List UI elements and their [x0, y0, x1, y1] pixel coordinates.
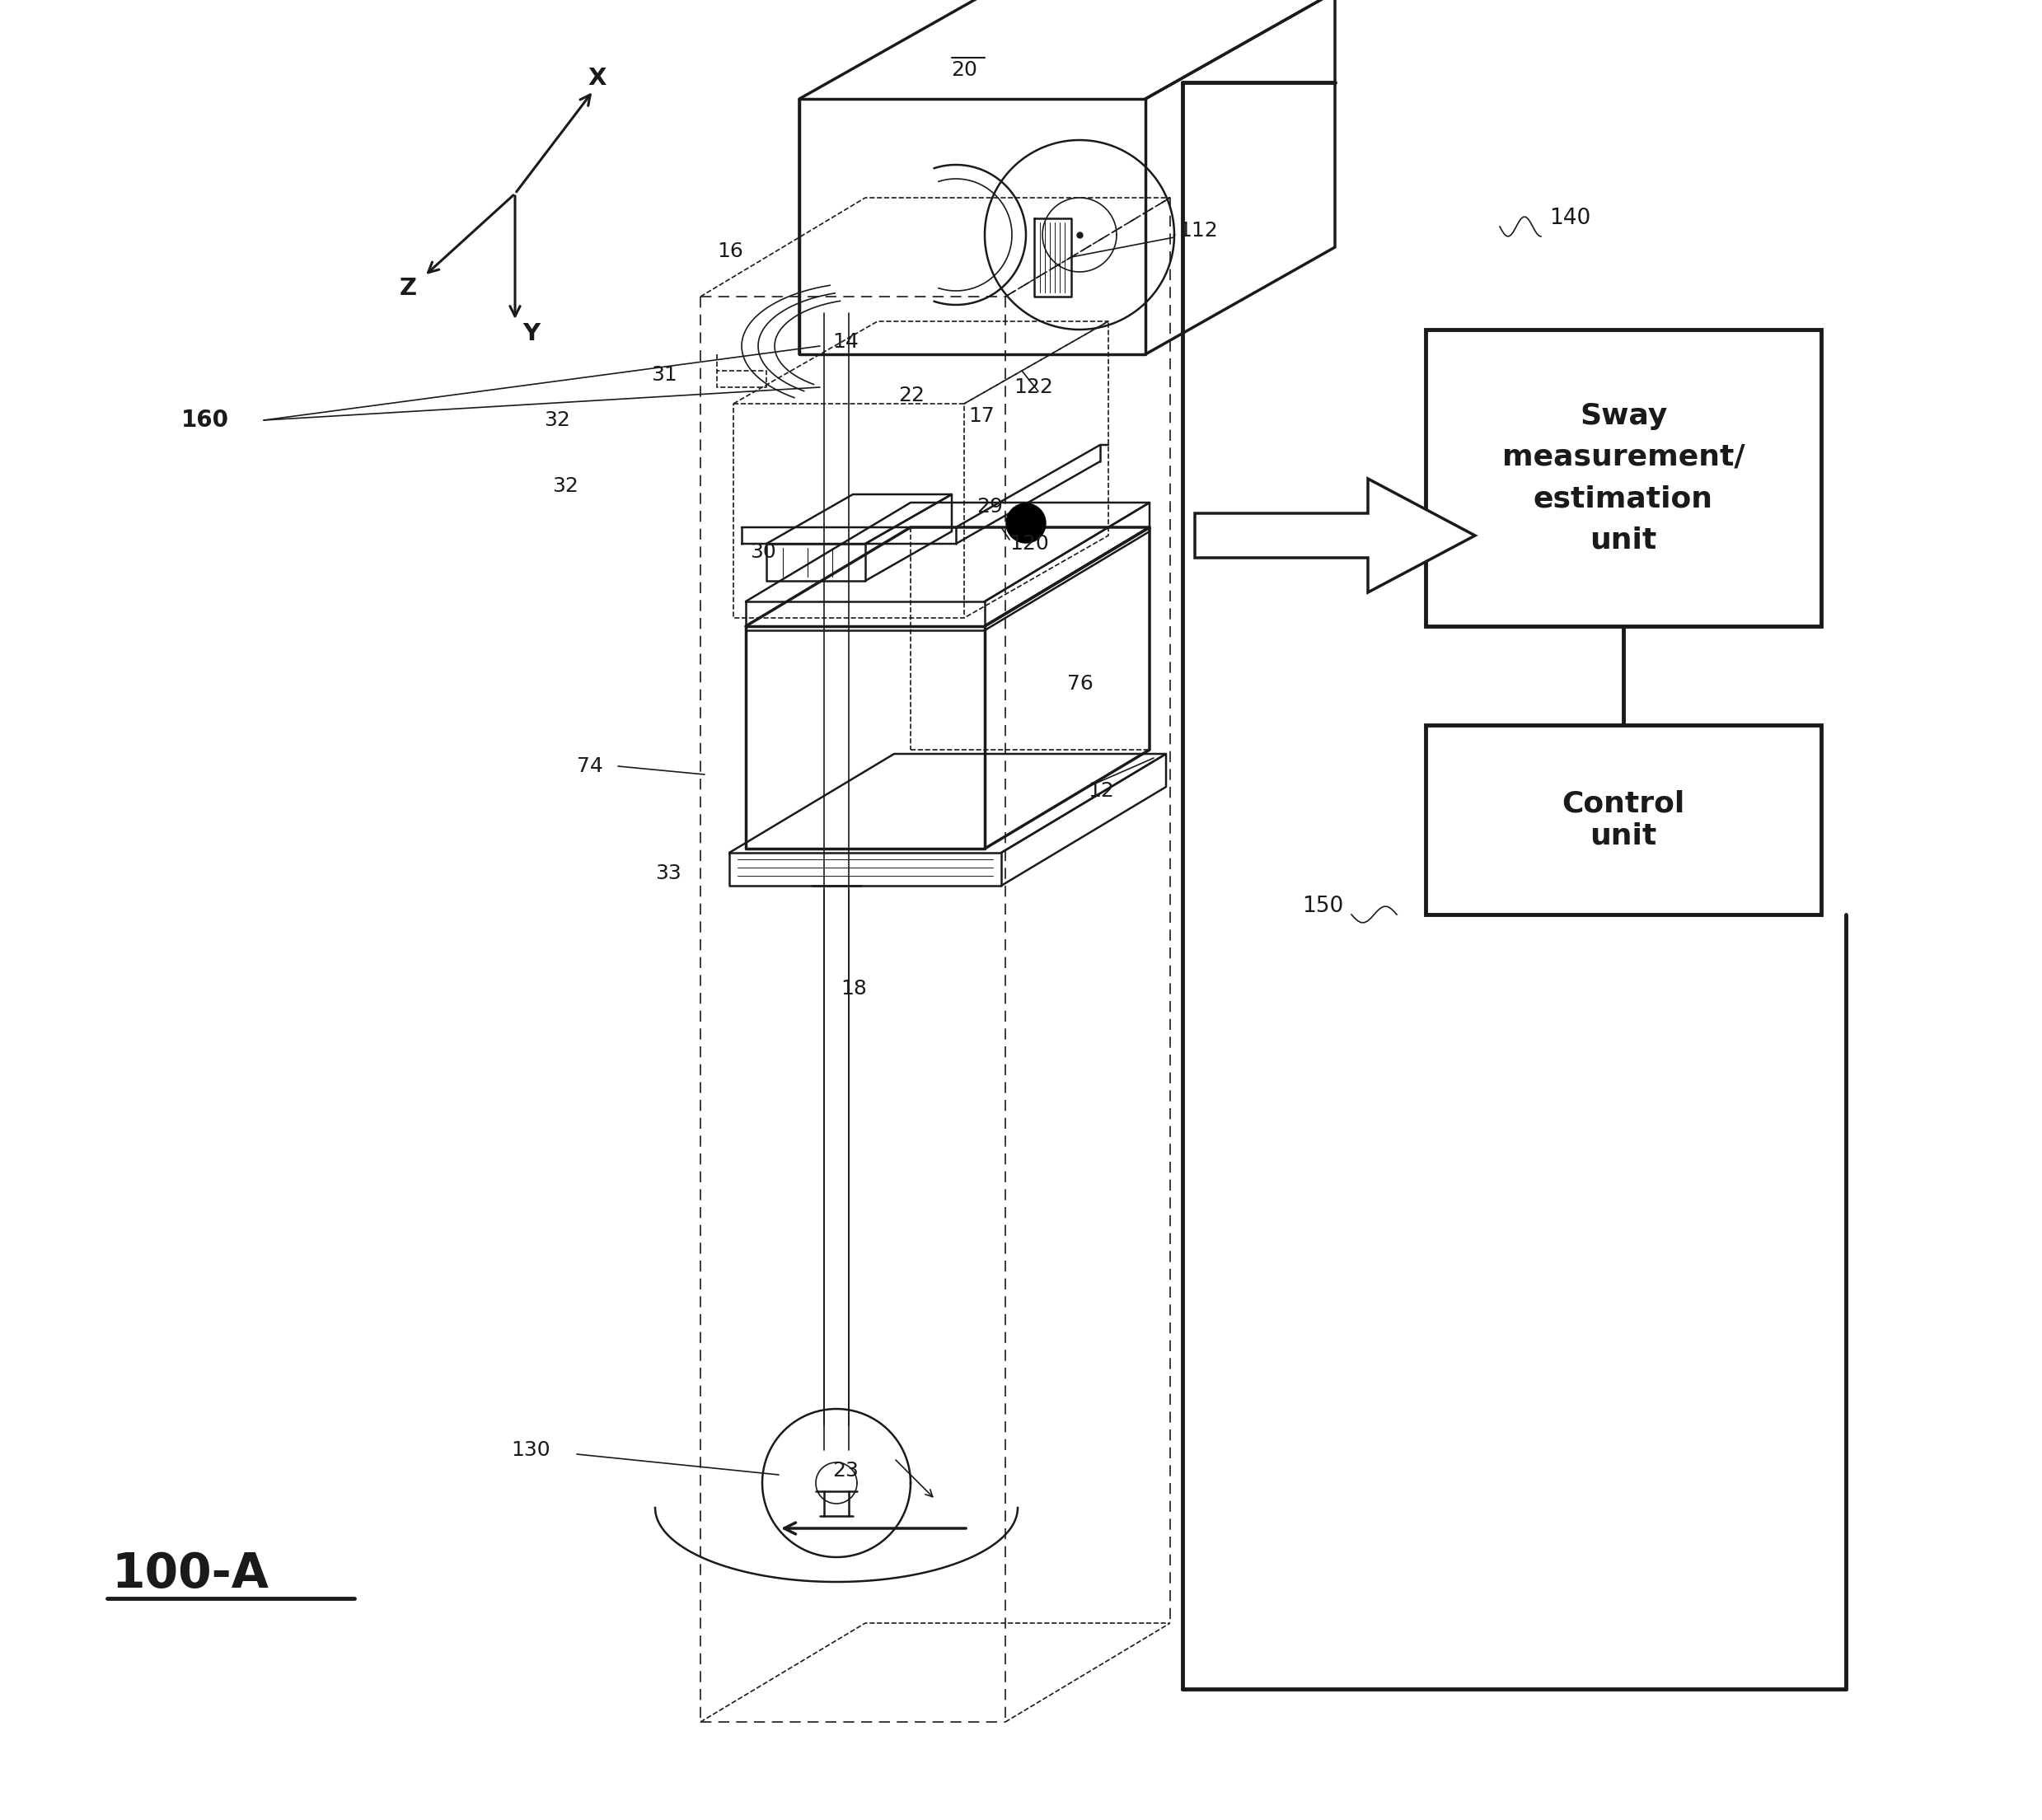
Text: 120: 120	[1009, 533, 1050, 553]
Text: 160: 160	[182, 410, 229, 431]
Bar	[1425, 329, 1821, 626]
Text: 18: 18	[841, 979, 866, 999]
Text: 31: 31	[651, 366, 678, 384]
Text: 17: 17	[968, 406, 994, 426]
Text: 30: 30	[749, 542, 776, 562]
Text: 150: 150	[1303, 895, 1344, 917]
Text: Sway
measurement/
estimation
unit: Sway measurement/ estimation unit	[1503, 402, 1744, 553]
Text: 112: 112	[1178, 220, 1217, 240]
Text: 22: 22	[898, 386, 925, 406]
Text: X: X	[588, 67, 606, 89]
Text: 130: 130	[511, 1440, 549, 1460]
Text: 12: 12	[1088, 781, 1115, 801]
Text: 32: 32	[543, 410, 570, 430]
Text: 29: 29	[976, 497, 1003, 517]
Text: 16: 16	[717, 242, 743, 262]
Text: 122: 122	[1013, 377, 1054, 397]
Text: 14: 14	[833, 331, 858, 351]
Text: 23: 23	[833, 1461, 858, 1480]
Text: 140: 140	[1550, 207, 1591, 229]
Bar	[1425, 724, 1821, 914]
Text: 76: 76	[1068, 673, 1092, 693]
Text: 32: 32	[551, 477, 578, 497]
Text: 100-A: 100-A	[110, 1551, 270, 1598]
Circle shape	[1007, 504, 1046, 542]
Text: Control
unit: Control unit	[1562, 790, 1685, 850]
Text: 33: 33	[655, 863, 682, 883]
Text: Y: Y	[523, 322, 541, 346]
Text: Z: Z	[400, 277, 417, 300]
Polygon shape	[1195, 479, 1474, 592]
Text: 74: 74	[576, 757, 602, 775]
Text: 20: 20	[952, 60, 978, 80]
